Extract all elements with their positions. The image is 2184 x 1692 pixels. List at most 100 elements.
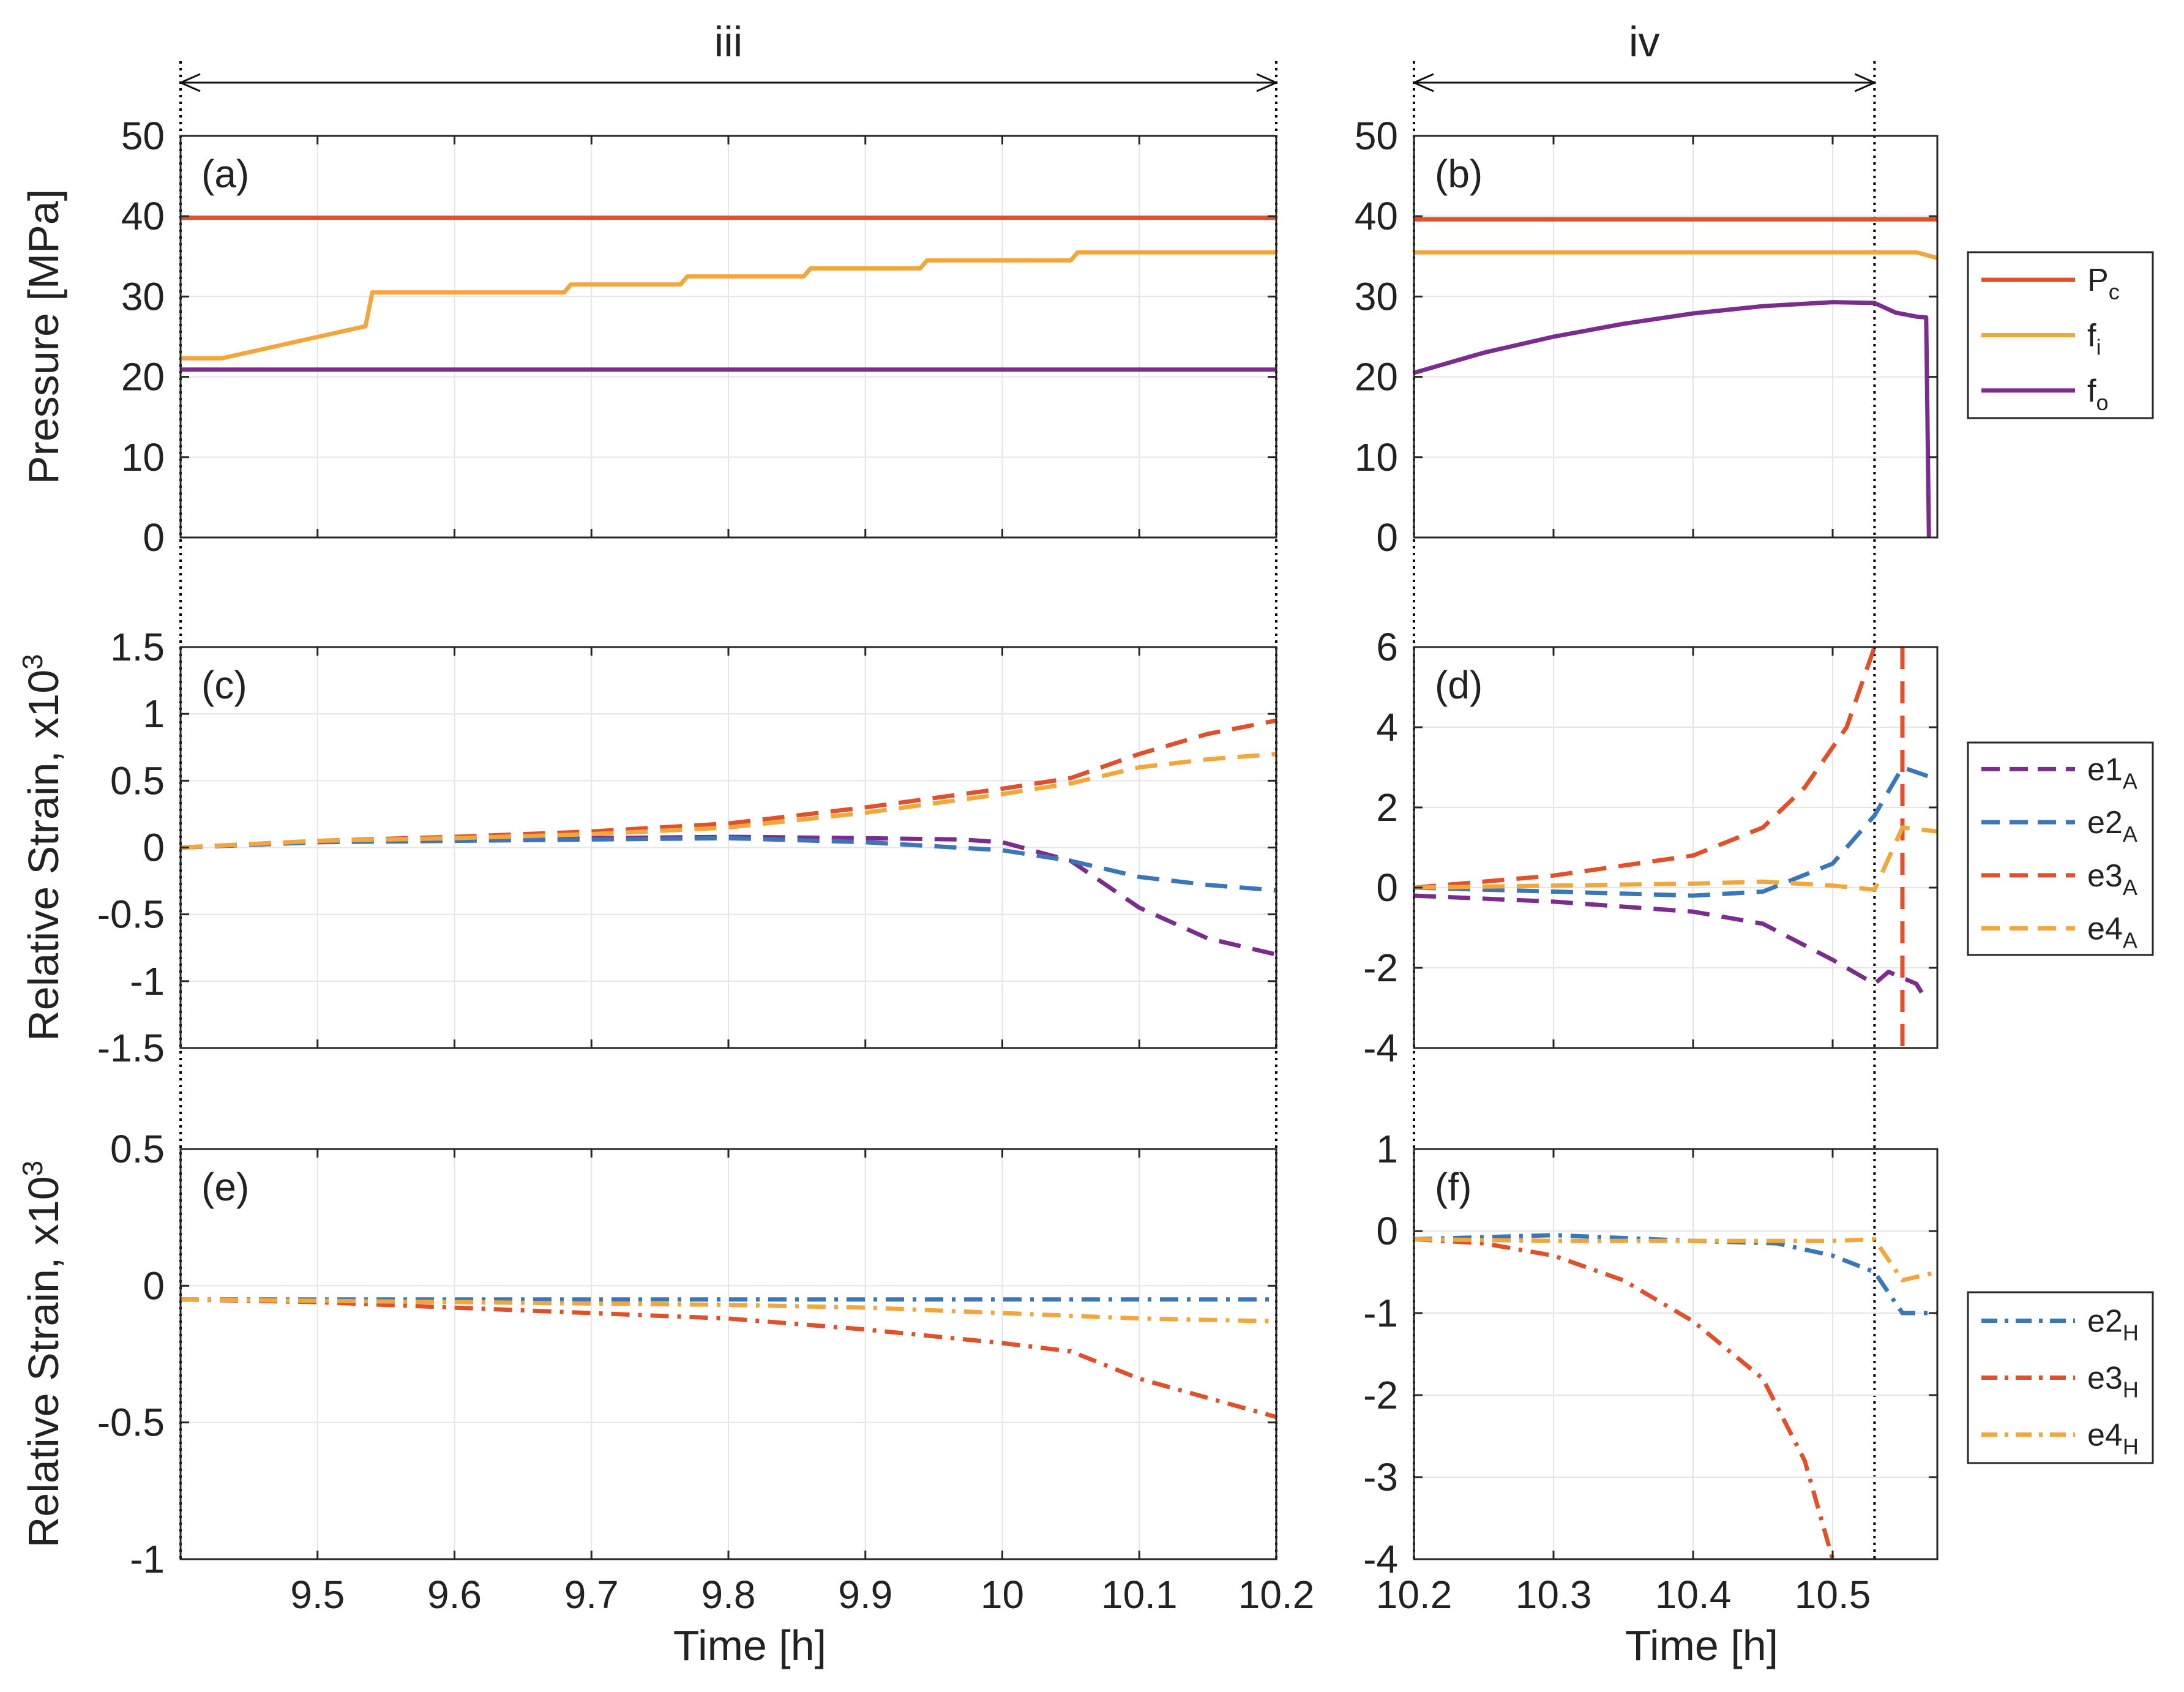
y-tick-label: 30: [121, 274, 165, 318]
legend-label: e4H: [2087, 1418, 2139, 1459]
y-tick-label: 0: [143, 1263, 165, 1308]
x-axis-title-left: Time [h]: [673, 1622, 826, 1669]
series-line-e3H: [181, 1297, 1276, 1420]
y-tick-label: -1.5: [97, 1026, 165, 1070]
y-tick-label: 20: [121, 355, 165, 399]
legend-subscript: H: [2123, 1320, 2139, 1346]
x-tick-label: 9.8: [701, 1573, 756, 1617]
series-line-fi: [1414, 250, 1937, 260]
y-axis-title-text: Relative Strain, x10: [20, 670, 67, 1041]
x-tick-label: 9.9: [838, 1573, 892, 1617]
y-tick-label: -0.5: [97, 1401, 165, 1445]
legends: Pc fi fo e1A e2A e3A e4A e2H e3H e4H: [1967, 251, 2154, 1464]
region-label: iv: [1629, 18, 1660, 66]
y-tick-label: -0.5: [97, 893, 165, 937]
legend-subscript: o: [2096, 390, 2108, 415]
y-tick-label: 30: [1355, 274, 1398, 318]
y-tick-label: 0.5: [110, 758, 165, 803]
y-axis-title-text: Relative Strain, x10: [20, 1176, 67, 1548]
series-group-d: [1414, 647, 1937, 1048]
y-tick-label: 0: [1376, 515, 1398, 560]
panel-label: (e): [201, 1165, 249, 1209]
x-tick-label: 10.4: [1655, 1573, 1732, 1617]
series-group-e: [181, 1297, 1276, 1420]
panel-label: (a): [201, 152, 249, 196]
x-tick-label: 10.2: [1376, 1573, 1453, 1617]
x-tick-label: 9.7: [564, 1573, 619, 1617]
legend-box: [1967, 741, 2154, 956]
legend-label: fo: [2087, 373, 2108, 415]
y-tick-label: 40: [1355, 194, 1398, 238]
legend-subscript: i: [2096, 335, 2101, 360]
panel-label: (f): [1435, 1165, 1472, 1209]
legend-label: e2H: [2087, 1304, 2139, 1346]
y-axis-title: Pressure [MPa]: [20, 189, 67, 484]
y-tick-label: -1: [1363, 1291, 1398, 1335]
legend-subscript: A: [2123, 822, 2137, 847]
series-line-fo: [1414, 300, 1931, 537]
y-tick-label: -4: [1363, 1026, 1398, 1070]
x-tick-label: 10.1: [1101, 1573, 1178, 1617]
panel-label: (c): [201, 663, 247, 707]
y-tick-label: 50: [1355, 114, 1398, 158]
region-iv: iv: [1413, 18, 1875, 92]
y-tick-label: -1: [130, 1537, 165, 1581]
axes-frame: [1413, 646, 1939, 1049]
series-line-fi: [181, 250, 1276, 361]
x-tick-label: 9.6: [427, 1573, 482, 1617]
y-tick-label: 2: [1376, 785, 1398, 829]
y-tick-label: 0: [143, 515, 165, 560]
series-group-b: [1414, 217, 1937, 537]
series-line-e4H: [1414, 1237, 1937, 1282]
legend-label: Pc: [2087, 263, 2120, 304]
x-tick-label: 10.2: [1238, 1573, 1315, 1617]
panel-d: -4 -2 0 2 4 6 (d): [1363, 625, 1939, 1070]
x-tick-label: 10.5: [1795, 1573, 1871, 1617]
y-axis-title-superscript: 3: [17, 654, 48, 670]
legend-label: e3A: [2087, 858, 2137, 900]
y-tick-label: 0: [143, 826, 165, 870]
region-arrow-head-right: [1256, 73, 1277, 92]
y-tick-label: -2: [1363, 946, 1398, 990]
legend-subscript: A: [2123, 768, 2137, 793]
y-tick-label: -1: [130, 959, 165, 1003]
y-tick-label: 10: [121, 435, 165, 479]
axes-frame: [1413, 1148, 1939, 1560]
region-arrow-head-left: [180, 73, 201, 92]
x-tick-label: 9.5: [290, 1573, 345, 1617]
region-annotations: iii iv: [179, 18, 1876, 1559]
legend-subscript: A: [2123, 875, 2137, 900]
legend-label: e1A: [2087, 752, 2137, 793]
legend-b: Pc fi fo: [1967, 251, 2154, 419]
panel-e: -1 -0.5 0 0.5 9.5 9.6 9.7 9.8 9.9 10 10.1 10.2 (e) Re…: [17, 1127, 1314, 1617]
y-tick-label: -2: [1363, 1373, 1398, 1417]
legend-d: e1A e2A e3A e4A: [1967, 741, 2154, 956]
region-iii: iii: [180, 18, 1277, 92]
y-tick-label: 40: [121, 194, 165, 238]
series-line-e3H: [1414, 1237, 1835, 1559]
y-tick-label: 10: [1355, 435, 1398, 479]
y-tick-label: 1: [1376, 1127, 1398, 1171]
panel-label: (b): [1435, 152, 1483, 196]
panel-a: 0 10 20 30 40 50 (a) Pressure [MPa]: [20, 114, 1277, 560]
y-tick-label: 0: [1376, 1209, 1398, 1253]
legend-label: e4A: [2087, 912, 2137, 953]
panel-c: -1.5 -1 -0.5 0 0.5 1 1.5 (c) Relative Strain, x1…: [17, 625, 1277, 1070]
y-axis-title: Relative Strain, x103: [17, 654, 67, 1041]
y-tick-label: 1: [143, 692, 165, 736]
series-group-f: [1414, 1233, 1937, 1559]
region-arrow-head-right: [1854, 73, 1875, 92]
y-tick-label: 0: [1376, 866, 1398, 910]
legend-f: e2H e3H e4H: [1967, 1291, 2154, 1464]
series-group-a: [181, 215, 1276, 372]
y-axis-title-text: Pressure [MPa]: [20, 189, 67, 484]
region-label: iii: [714, 18, 743, 66]
legend-label: fi: [2087, 318, 2101, 360]
x-tick-label: 10: [981, 1573, 1024, 1617]
series-line-e2H: [1414, 1233, 1937, 1316]
legend-label: e2A: [2087, 805, 2137, 847]
y-axis-title-superscript: 3: [17, 1161, 48, 1177]
y-tick-label: 20: [1355, 355, 1398, 399]
legend-subscript: H: [2123, 1377, 2139, 1402]
